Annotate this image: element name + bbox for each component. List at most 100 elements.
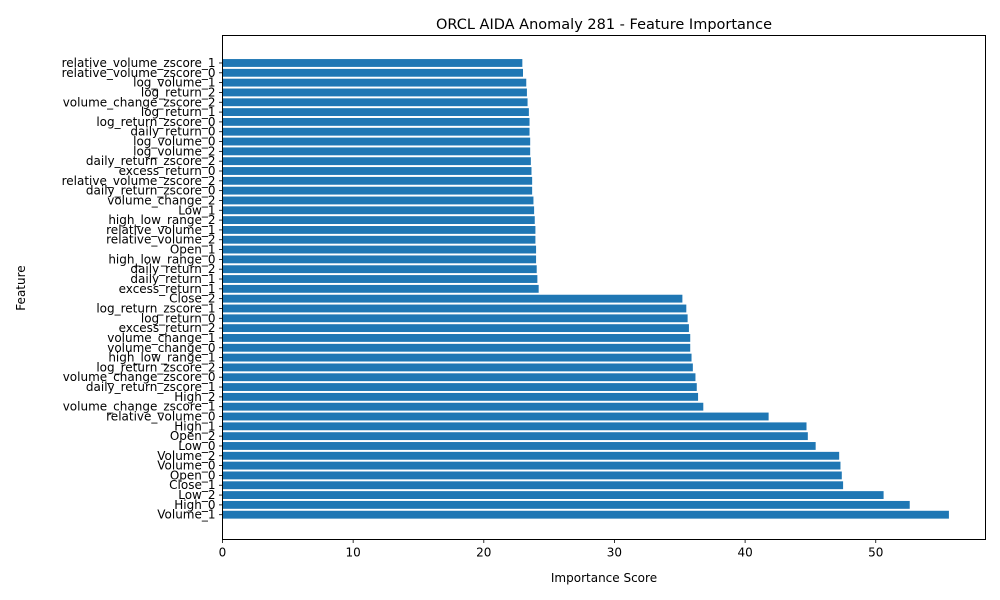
y-tick-label: log_return_zscore_1 — [96, 301, 215, 315]
y-axis-label: Feature — [14, 265, 28, 310]
y-tick-label: volume_change_0 — [107, 341, 215, 355]
y-tick-label: High_1 — [174, 419, 215, 433]
y-tick-label: excess_return_0 — [119, 164, 216, 178]
y-tick-label: daily_return_zscore_2 — [86, 154, 216, 168]
bar-High_1 — [222, 422, 807, 431]
bar-daily_return_zscore_2 — [222, 157, 531, 166]
y-tick-label: log_volume_2 — [133, 144, 215, 158]
bar-log_return_zscore_1 — [222, 304, 687, 313]
bar-Low_2 — [222, 491, 884, 499]
x-tick-label: 0 — [219, 546, 227, 560]
bar-volume_change_2 — [222, 196, 534, 205]
y-tick-label: relative_volume_zscore_0 — [62, 66, 216, 80]
y-tick-label: Close_2 — [169, 292, 215, 306]
bar-Volume_0 — [222, 461, 841, 470]
bar-Close_2 — [222, 294, 683, 303]
y-tick-label: Volume_1 — [157, 508, 215, 522]
y-tick-label: log_return_zscore_2 — [96, 360, 215, 374]
y-tick-label: High_0 — [174, 498, 215, 512]
bar-relative_volume_zscore_0 — [222, 68, 523, 77]
bar-high_low_range_1 — [222, 353, 692, 362]
x-ticks-group: 0 10 20 30 40 50 — [219, 539, 883, 560]
y-tick-label: Low_2 — [178, 488, 215, 502]
bar-relative_volume_2 — [222, 235, 536, 244]
bar-log_return_zscore_2 — [222, 363, 693, 372]
bar-log_return_zscore_0 — [222, 117, 530, 126]
bar-relative_volume_1 — [222, 225, 536, 234]
bar-daily_return_zscore_0 — [222, 186, 533, 195]
bar-volume_change_1 — [222, 334, 691, 342]
y-tick-label: relative_volume_2 — [106, 233, 215, 247]
bar-high_low_range_0 — [222, 255, 537, 264]
x-axis-label: Importance Score — [551, 571, 657, 585]
y-tick-label: volume_change_zscore_1 — [63, 400, 216, 414]
plot-frame — [222, 35, 986, 540]
bar-log_return_2 — [222, 88, 527, 97]
y-tick-label: High_2 — [174, 390, 215, 404]
y-tick-label: high_low_range_0 — [108, 252, 215, 266]
bar-relative_volume_zscore_2 — [222, 176, 533, 185]
y-tick-label: Volume_2 — [157, 449, 215, 463]
y-tick-label: volume_change_2 — [107, 193, 215, 207]
y-tick-label: relative_volume_1 — [106, 223, 215, 237]
bar-excess_return_1 — [222, 284, 539, 293]
y-tick-label: daily_return_zscore_0 — [86, 184, 216, 198]
y-tick-label: log_volume_1 — [133, 76, 215, 90]
y-tick-label: daily_return_zscore_1 — [86, 380, 216, 394]
bars-group — [222, 59, 949, 519]
y-tick-label: excess_return_1 — [119, 282, 216, 296]
x-tick-label: 30 — [607, 546, 622, 560]
bar-volume_change_0 — [222, 343, 691, 352]
bar-Volume_2 — [222, 451, 840, 460]
y-tick-label: Close_1 — [169, 478, 215, 492]
bar-Open_0 — [222, 471, 842, 480]
bar-High_2 — [222, 392, 699, 401]
y-tick-label: volume_change_zscore_2 — [63, 95, 216, 109]
y-tick-label: Volume_0 — [157, 459, 215, 473]
bar-excess_return_2 — [222, 324, 689, 333]
bar-log_volume_1 — [222, 78, 527, 87]
bar-Low_1 — [222, 206, 535, 215]
bar-excess_return_0 — [222, 167, 532, 175]
bar-daily_return_zscore_1 — [222, 383, 697, 391]
y-ticks-group: Volume_1High_0Low_2Close_1Open_0Volume_0… — [62, 56, 223, 522]
bar-daily_return_1 — [222, 275, 538, 283]
bar-high_low_range_2 — [222, 216, 535, 225]
y-tick-label: Open_1 — [170, 243, 216, 257]
x-tick-label: 10 — [346, 546, 361, 560]
bar-High_0 — [222, 500, 910, 509]
bar-log_return_1 — [222, 108, 529, 117]
bar-log_return_0 — [222, 314, 688, 323]
y-tick-label: log_return_1 — [141, 105, 216, 119]
y-tick-label: relative_volume_0 — [106, 410, 215, 424]
bar-Volume_1 — [222, 510, 949, 519]
bar-volume_change_zscore_1 — [222, 402, 704, 411]
y-tick-label: relative_volume_zscore_1 — [62, 56, 216, 70]
bar-Close_1 — [222, 481, 844, 490]
x-tick-label: 40 — [737, 546, 752, 560]
chart-title: ORCL AIDA Anomaly 281 - Feature Importan… — [436, 17, 772, 33]
y-tick-label: daily_return_0 — [130, 125, 215, 139]
y-tick-label: Open_2 — [170, 429, 216, 443]
y-tick-label: volume_change_1 — [107, 331, 215, 345]
bar-daily_return_2 — [222, 265, 537, 274]
y-tick-label: excess_return_2 — [119, 321, 216, 335]
y-tick-label: high_low_range_1 — [108, 351, 215, 365]
y-tick-label: daily_return_2 — [130, 262, 215, 276]
bar-Open_2 — [222, 432, 808, 441]
y-tick-label: daily_return_1 — [130, 272, 215, 286]
bar-daily_return_0 — [222, 127, 530, 136]
bar-Open_1 — [222, 245, 537, 254]
y-tick-label: log_return_0 — [141, 311, 216, 325]
y-tick-label: Low_0 — [178, 439, 215, 453]
y-tick-label: high_low_range_2 — [108, 213, 215, 227]
y-tick-label: Open_0 — [170, 468, 216, 482]
x-tick-label: 50 — [868, 546, 883, 560]
bar-relative_volume_zscore_1 — [222, 59, 523, 67]
bar-volume_change_zscore_2 — [222, 98, 528, 107]
bar-log_volume_2 — [222, 147, 531, 156]
y-tick-label: relative_volume_zscore_2 — [62, 174, 216, 188]
bar-log_volume_0 — [222, 137, 531, 146]
y-tick-label: log_return_zscore_0 — [96, 115, 215, 129]
